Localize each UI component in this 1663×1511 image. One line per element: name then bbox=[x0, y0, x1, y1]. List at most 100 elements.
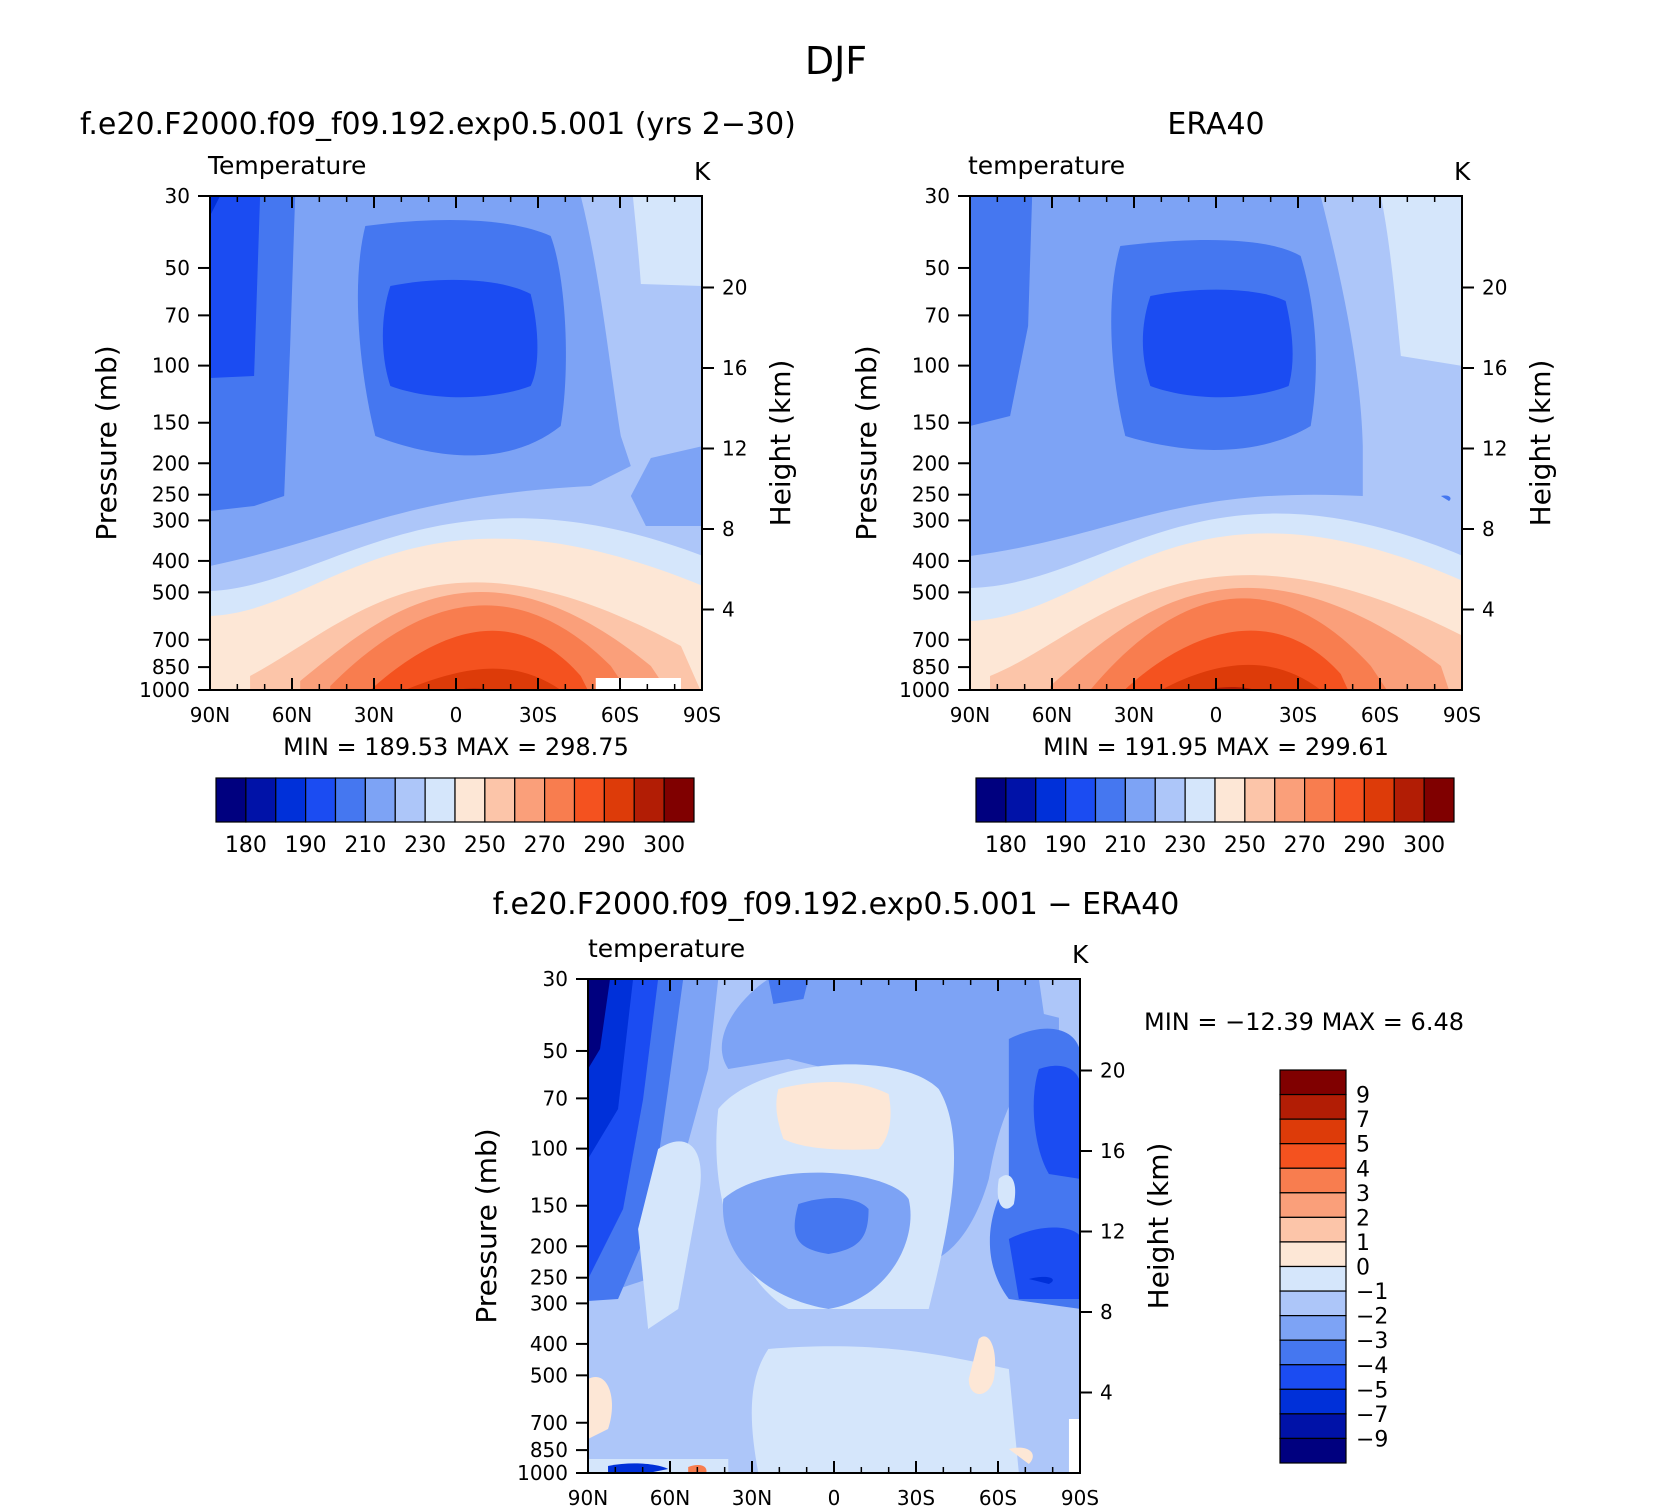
y-tick-label: 1000 bbox=[899, 678, 950, 702]
x-tick-label: 30S bbox=[519, 703, 557, 727]
y-tick-label: 850 bbox=[530, 1438, 568, 1462]
colorbar-box bbox=[1279, 1143, 1347, 1169]
colorbar-tick-label: 2 bbox=[1356, 1206, 1370, 1231]
colorbar-box bbox=[1279, 1339, 1347, 1366]
panel-left-label-difference: temperature bbox=[588, 934, 745, 963]
colorbar-era40: 180 190 210 230 250 270 290 300 bbox=[975, 777, 1455, 858]
y2-tick-label: 20 bbox=[1100, 1058, 1125, 1082]
colorbar-tick-label: 290 bbox=[583, 833, 625, 858]
y-tick-label: 200 bbox=[152, 451, 190, 475]
x-tick-label: 30S bbox=[897, 1486, 935, 1510]
y2-tick-label: 16 bbox=[722, 356, 747, 380]
colorbar-tick-label: 210 bbox=[344, 833, 386, 858]
colorbar-box bbox=[573, 777, 605, 823]
y-tick-label: 250 bbox=[152, 483, 190, 507]
y2-tick-label: 8 bbox=[722, 517, 735, 541]
y2-tick-label: 16 bbox=[1100, 1139, 1125, 1163]
x-tick-label: 0 bbox=[828, 1486, 841, 1510]
colorbar-box bbox=[975, 777, 1007, 823]
ylabel-difference: Pressure (mb) bbox=[470, 1128, 503, 1323]
stat-min-label-model: MIN bbox=[283, 733, 329, 761]
colorbar-box bbox=[394, 777, 426, 823]
colorbar-box bbox=[1035, 777, 1067, 823]
colorbar-tick-label: −9 bbox=[1356, 1427, 1388, 1452]
x-tick-label: 60S bbox=[601, 703, 639, 727]
colorbar-tick-label: 0 bbox=[1356, 1256, 1370, 1281]
colorbar-box bbox=[633, 777, 665, 823]
y-tick-label: 50 bbox=[543, 1039, 568, 1063]
colorbar-box bbox=[1065, 777, 1097, 823]
stat-max-label-era40: MAX bbox=[1216, 733, 1270, 761]
colorbar-tick-label: 7 bbox=[1356, 1108, 1370, 1133]
y2-tick-label: 12 bbox=[1100, 1219, 1125, 1243]
y-tick-label: 200 bbox=[530, 1234, 568, 1258]
stat-max-value-era40: 299.61 bbox=[1305, 733, 1389, 761]
colorbar-tick-label: 1 bbox=[1356, 1231, 1370, 1256]
y-tick-label: 500 bbox=[152, 580, 190, 604]
stat-max-value-difference: 6.48 bbox=[1411, 1008, 1464, 1036]
panel-left-label-era40: temperature bbox=[968, 151, 1125, 180]
colorbar-box bbox=[1279, 1093, 1347, 1120]
colorbar-tick-label: −4 bbox=[1356, 1354, 1388, 1379]
colorbar-box bbox=[603, 777, 635, 823]
colorbar-box bbox=[1279, 1241, 1347, 1268]
colorbar-box bbox=[424, 777, 456, 823]
colorbar-tick-label: 190 bbox=[285, 833, 327, 858]
stat-max-value-model: 298.75 bbox=[545, 733, 629, 761]
stat-min-value-model: 189.53 bbox=[364, 733, 448, 761]
y2label-era40: Height (km) bbox=[1524, 360, 1557, 527]
colorbar-tick-label: 9 bbox=[1356, 1084, 1370, 1109]
stat-max-label-model: MAX bbox=[456, 733, 510, 761]
colorbar-box bbox=[1244, 777, 1276, 823]
x-tick-label: 60N bbox=[272, 703, 312, 727]
y-tick-label: 850 bbox=[912, 655, 950, 679]
colorbar-box bbox=[1279, 1388, 1347, 1415]
ylabel-era40: Pressure (mb) bbox=[850, 345, 883, 540]
colorbar-box bbox=[1279, 1315, 1347, 1341]
y-tick-label: 50 bbox=[165, 256, 190, 280]
colorbar-box bbox=[1279, 1216, 1347, 1243]
x-tick-label: 90S bbox=[1443, 703, 1481, 727]
stat-max-label-difference: MAX bbox=[1322, 1008, 1376, 1036]
colorbar-tick-label: 210 bbox=[1104, 833, 1146, 858]
y-tick-label: 30 bbox=[165, 184, 190, 208]
x-tick-label: 30N bbox=[354, 703, 394, 727]
y-tick-label: 250 bbox=[912, 483, 950, 507]
y2-tick-label: 20 bbox=[1482, 275, 1507, 299]
colorbar-tick-label: 3 bbox=[1356, 1182, 1370, 1207]
y-tick-label: 400 bbox=[152, 549, 190, 573]
panel-model: f.e20.F2000.f09_f09.192.exp0.5.001 (yrs … bbox=[80, 107, 797, 858]
y-tick-label: 300 bbox=[530, 1291, 568, 1315]
x-tick-label: 60N bbox=[1032, 703, 1072, 727]
x-tick-label: 30N bbox=[732, 1486, 772, 1510]
colorbar-tick-label: −2 bbox=[1356, 1305, 1388, 1330]
colorbar-box bbox=[1279, 1167, 1347, 1194]
colorbar-box bbox=[1423, 777, 1455, 823]
colorbar-tick-label: 300 bbox=[1403, 833, 1445, 858]
colorbar-box bbox=[305, 777, 337, 823]
colorbar-box bbox=[1393, 777, 1425, 823]
colorbar-box bbox=[663, 777, 695, 823]
colorbar-tick-label: 230 bbox=[404, 833, 446, 858]
colorbar-box bbox=[484, 777, 516, 823]
colorbar-box bbox=[1279, 1290, 1347, 1317]
y-tick-label: 700 bbox=[912, 628, 950, 652]
colorbar-tick-label: −7 bbox=[1356, 1403, 1388, 1428]
panel-unit-label-model: K bbox=[694, 157, 711, 186]
y2-tick-label: 4 bbox=[1482, 597, 1495, 621]
colorbar-box bbox=[514, 777, 546, 823]
y-tick-label: 400 bbox=[912, 549, 950, 573]
colorbar-box bbox=[1124, 777, 1156, 823]
colorbar-box bbox=[275, 777, 307, 823]
x-tick-label: 0 bbox=[1210, 703, 1223, 727]
colorbar-tick-label: 230 bbox=[1164, 833, 1206, 858]
y2-tick-label: 12 bbox=[722, 436, 747, 460]
stats-model: MIN = 189.53 MAX = 298.75 bbox=[283, 733, 629, 761]
y2-tick-label: 4 bbox=[722, 597, 735, 621]
colorbar-box bbox=[215, 777, 247, 823]
panel-unit-label-difference: K bbox=[1072, 940, 1089, 969]
panel-difference: f.e20.F2000.f09_f09.192.exp0.5.001 − ERA… bbox=[470, 887, 1464, 1510]
contour-field-difference bbox=[588, 979, 1080, 1473]
